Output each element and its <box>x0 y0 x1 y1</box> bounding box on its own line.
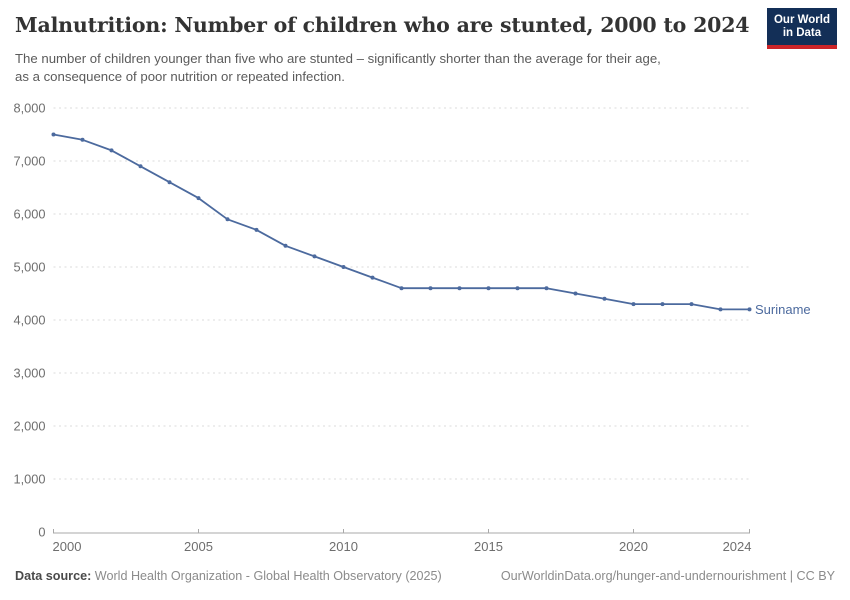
chart-subtitle-line1: The number of children younger than five… <box>15 51 661 66</box>
data-point-marker <box>341 265 346 269</box>
owid-logo-line2: in Data <box>782 27 822 39</box>
owid-logo[interactable]: Our World in Data <box>766 8 837 49</box>
y-axis-tick-label: 0 <box>38 525 45 540</box>
data-point-marker <box>602 296 607 301</box>
data-point-marker <box>457 286 462 291</box>
data-point-marker <box>573 291 578 296</box>
data-point-marker <box>631 302 636 307</box>
x-axis-tick-label: 2020 <box>619 539 648 554</box>
x-axis-tick-label: 2024 <box>723 539 752 554</box>
data-point-marker <box>225 217 230 222</box>
data-source-label: Data source: <box>15 569 92 583</box>
data-point-marker <box>544 286 549 291</box>
entity-label[interactable]: Suriname <box>755 302 811 317</box>
data-source-note: Data source: World Health Organization -… <box>15 569 442 583</box>
chart-subtitle: The number of children younger than five… <box>15 50 765 86</box>
chart-footer: Data source: World Health Organization -… <box>15 569 835 583</box>
data-point-marker <box>312 254 317 259</box>
x-axis-tick-label: 2015 <box>474 539 503 554</box>
data-point-marker <box>428 286 433 291</box>
data-source-text: World Health Organization - Global Healt… <box>94 569 442 583</box>
data-point-marker <box>196 196 201 201</box>
owid-logo-line1: Our World <box>773 14 830 26</box>
data-point-marker <box>370 275 375 280</box>
data-point-marker <box>515 286 520 291</box>
data-point-marker <box>486 286 491 291</box>
data-point-marker <box>167 180 172 185</box>
data-point-marker <box>660 302 665 307</box>
data-point-marker <box>80 137 85 142</box>
y-axis-tick-label: 3,000 <box>13 366 45 381</box>
y-axis-tick-label: 7,000 <box>13 154 45 169</box>
y-axis-tick-label: 8,000 <box>13 101 45 116</box>
data-point-marker <box>747 307 752 312</box>
y-axis-tick-label: 2,000 <box>13 419 45 434</box>
x-axis-tick-label: 2000 <box>53 539 82 554</box>
data-point-marker <box>718 307 723 312</box>
owid-license-link[interactable]: OurWorldinData.org/hunger-and-undernouri… <box>500 569 835 583</box>
page-title: Malnutrition: Number of children who are… <box>15 13 750 37</box>
data-point-marker <box>689 302 694 307</box>
data-point-marker <box>109 148 114 153</box>
y-axis-tick-label: 6,000 <box>13 207 45 222</box>
chart-subtitle-line2: as a consequence of poor nutrition or re… <box>15 69 345 84</box>
x-axis-tick-label: 2010 <box>329 539 358 554</box>
data-point-marker <box>283 243 288 248</box>
data-point-marker <box>254 227 259 232</box>
data-point-marker <box>138 164 143 169</box>
data-point-marker <box>51 132 56 137</box>
y-axis-tick-label: 1,000 <box>13 472 45 487</box>
y-axis-tick-label: 5,000 <box>13 260 45 275</box>
data-point-marker <box>399 286 404 291</box>
x-axis-tick-label: 2005 <box>184 539 213 554</box>
y-axis-tick-label: 4,000 <box>13 313 45 328</box>
